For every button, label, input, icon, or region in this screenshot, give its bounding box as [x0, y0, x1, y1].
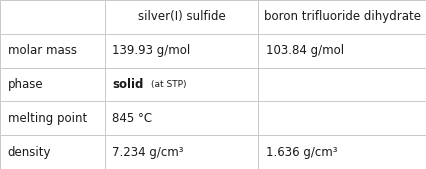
Text: 1.636 g/cm³: 1.636 g/cm³ [265, 146, 337, 159]
Text: 7.234 g/cm³: 7.234 g/cm³ [112, 146, 183, 159]
Text: density: density [8, 146, 51, 159]
Text: 139.93 g/mol: 139.93 g/mol [112, 44, 190, 57]
Text: (at STP): (at STP) [151, 80, 186, 89]
Text: phase: phase [8, 78, 43, 91]
Text: melting point: melting point [8, 112, 87, 125]
Text: boron trifluoride dihydrate: boron trifluoride dihydrate [264, 10, 420, 23]
Text: molar mass: molar mass [8, 44, 77, 57]
Text: solid: solid [112, 78, 143, 91]
Text: silver(I) sulfide: silver(I) sulfide [137, 10, 225, 23]
Text: 103.84 g/mol: 103.84 g/mol [265, 44, 343, 57]
Text: 845 °C: 845 °C [112, 112, 152, 125]
